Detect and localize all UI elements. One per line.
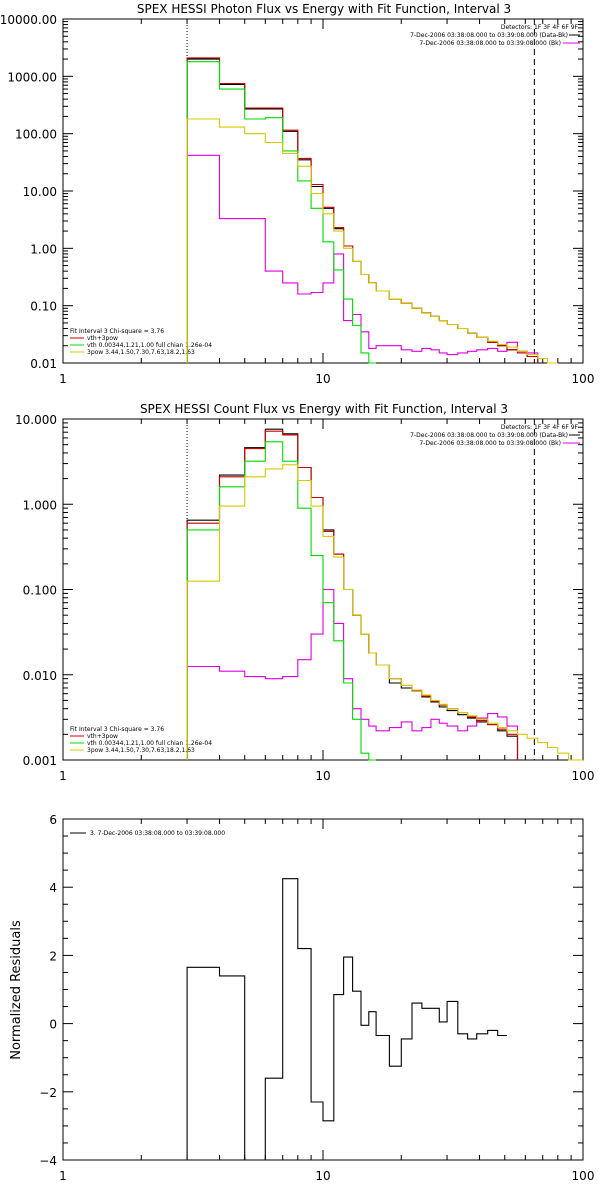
photon-data-bk-legend: 7-Dec-2006 03:38:08.000 to 03:39:08.000 … xyxy=(410,32,568,39)
residuals-y-tick-label: −4 xyxy=(39,1154,57,1168)
photon-flux-title: SPEX HESSI Photon Flux vs Energy with Fi… xyxy=(137,2,511,16)
photon-y-tick-label: 100.00 xyxy=(15,128,57,142)
photon-bk-legend: 7-Dec-2006 03:38:08.000 to 03:39:08.000 … xyxy=(419,40,561,47)
count-series-vth xyxy=(186,441,377,761)
photon-y-tick-label: 0.01 xyxy=(30,357,57,371)
count-y-tick-label: 0.010 xyxy=(23,669,57,683)
photon-series-bk xyxy=(186,154,539,363)
count-fit-legend-header: Fit Interval 3 Chi-square = 3.76 xyxy=(70,726,164,733)
residuals-series-residual xyxy=(186,878,507,1161)
residuals-panel: 3. 7-Dec-2006 03:38:08.000 to 03:39:08.0… xyxy=(9,813,594,1183)
photon-detectors-label: Detectors: 1F 3F 4F 6F 9F xyxy=(501,24,579,31)
count-y-tick-label: 10.000 xyxy=(15,413,57,427)
photon-x-tick-label: 10 xyxy=(315,372,330,386)
photon-x-tick-label: 100 xyxy=(572,372,595,386)
photon-fit-legend-header: Fit Interval 3 Chi-square = 3.76 xyxy=(70,328,164,335)
residuals-y-axis-label: Normalized Residuals xyxy=(9,920,24,1060)
photon-fit-legend-3pow: 3pow 3.44,1.50,7.30,7.63,18.2,1.63 xyxy=(87,349,195,356)
residuals-legend: 3. 7-Dec-2006 03:38:08.000 to 03:39:08.0… xyxy=(90,830,225,837)
count-data-bk-legend: 7-Dec-2006 03:38:08.000 to 03:39:08.000 … xyxy=(410,432,568,439)
photon-y-tick-label: 10000.00 xyxy=(0,13,57,27)
residuals-y-tick-label: 0 xyxy=(49,1018,57,1032)
count-fit-legend-vth: vth 0.00344,1.21,1.00 full chian 1.26e-0… xyxy=(87,740,212,747)
count-flux-title: SPEX HESSI Count Flux vs Energy with Fit… xyxy=(140,402,508,416)
photon-y-tick-label: 0.10 xyxy=(30,300,57,314)
photon-series-vth-3pow xyxy=(186,57,539,363)
count-series-bk xyxy=(186,588,519,760)
photon-fit-legend-total: vth+3pow xyxy=(87,335,118,342)
count-x-tick-label: 10 xyxy=(315,769,330,783)
count-fit-legend-3pow: 3pow 3.44,1.50,7.30,7.63,18.2,1.63 xyxy=(87,747,195,754)
residuals-x-tick-label: 10 xyxy=(315,1169,330,1183)
count-flux-panel: SPEX HESSI Count Flux vs Energy with Fit… xyxy=(15,402,594,783)
count-detectors-label: Detectors: 1F 3F 4F 6F 9F xyxy=(501,424,579,431)
residuals-x-tick-label: 100 xyxy=(572,1169,595,1183)
residuals-y-tick-label: 6 xyxy=(49,813,57,827)
count-x-tick-label: 100 xyxy=(572,769,595,783)
photon-flux-panel: SPEX HESSI Photon Flux vs Energy with Fi… xyxy=(0,2,594,386)
photon-series-3pow xyxy=(186,118,558,364)
photon-y-tick-label: 10.00 xyxy=(23,185,57,199)
photon-fit-legend-vth: vth 0.00344,1.21,1.00 full chian 1.26e-0… xyxy=(87,342,212,349)
photon-x-tick-label: 1 xyxy=(59,372,67,386)
photon-series-data-bk xyxy=(186,58,539,363)
residuals-x-tick-label: 1 xyxy=(59,1169,67,1183)
residuals-y-tick-label: −2 xyxy=(39,1086,57,1100)
count-y-tick-label: 1.000 xyxy=(23,498,57,512)
photon-series-vth xyxy=(186,61,377,364)
count-x-tick-label: 1 xyxy=(59,769,67,783)
count-series-3pow xyxy=(186,464,583,761)
count-y-tick-label: 0.001 xyxy=(23,754,57,768)
count-bk-legend: 7-Dec-2006 03:38:08.000 to 03:39:08.000 … xyxy=(419,440,561,447)
residuals-y-tick-label: 4 xyxy=(49,881,57,895)
residuals-y-tick-label: 2 xyxy=(49,949,57,963)
photon-y-tick-label: 1000.00 xyxy=(7,70,57,84)
count-y-tick-label: 0.100 xyxy=(23,584,57,598)
count-fit-legend-total: vth+3pow xyxy=(87,733,118,740)
photon-y-tick-label: 1.00 xyxy=(30,242,57,256)
